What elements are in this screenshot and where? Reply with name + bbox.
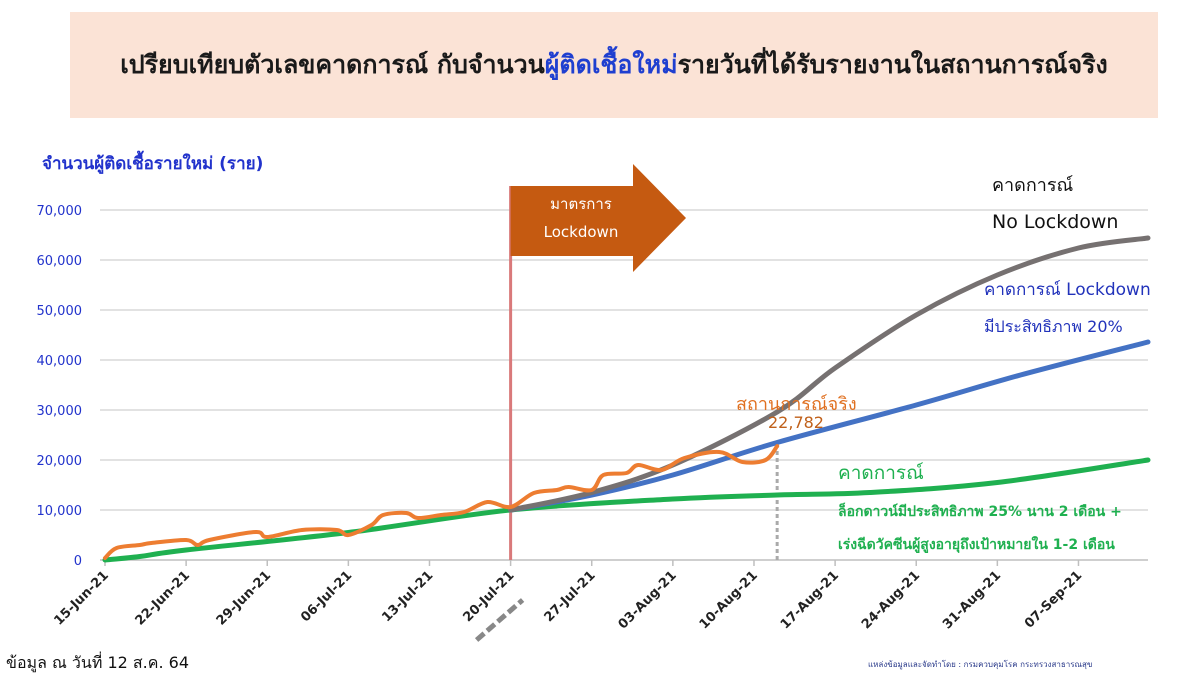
- title-part: เปรียบเทียบตัวเลขคาดการณ์ กับจำนวน: [120, 50, 545, 79]
- lockdown20-label-1: คาดการณ์ Lockdown: [984, 280, 1151, 300]
- lockdown-arrow-line2: Lockdown: [543, 223, 619, 241]
- x-tick-label: 22-Jun-21: [133, 568, 193, 628]
- x-tick-label: 15-Jun-21: [51, 568, 111, 628]
- data-source: แหล่งข้อมูลและจัดทำโดย : กรมควบคุมโรค กร…: [868, 660, 1093, 669]
- lockdown-arrow: [510, 164, 686, 272]
- x-tick-label: 31-Aug-21: [940, 568, 1004, 632]
- y-tick-label: 20,000: [37, 454, 83, 469]
- lockdown-arrow-label: มาตรการ Lockdown: [516, 190, 646, 246]
- x-tick-label: 13-Jul-21: [379, 568, 436, 625]
- x-tick-label: 10-Aug-21: [697, 568, 761, 632]
- y-tick-label: 30,000: [37, 404, 83, 419]
- title-banner: เปรียบเทียบตัวเลขคาดการณ์ กับจำนวนผู้ติด…: [70, 12, 1158, 118]
- lockdown-arrow-line1: มาตรการ: [550, 195, 612, 213]
- y-tick-label: 10,000: [37, 504, 83, 519]
- x-tick-label: 29-Jun-21: [214, 568, 274, 628]
- lockdown25-label-2: ล็อกดาวน์มีประสิทธิภาพ 25% นาน 2 เดือน +: [838, 504, 1122, 520]
- no-lockdown-label-2: No Lockdown: [992, 211, 1119, 233]
- data-as-of: ข้อมูล ณ วันที่ 12 ส.ค. 64: [6, 653, 189, 672]
- x-tick-label: 07-Sep-21: [1022, 568, 1085, 631]
- title-highlight: ผู้ติดเชื้อใหม่: [544, 50, 678, 79]
- series-line-lockdown20: [508, 339, 1151, 513]
- x-tick-label: 20-Jul-21: [460, 568, 517, 625]
- x-tick-label: 03-Aug-21: [616, 568, 680, 632]
- actual-last-value: 22,782: [768, 413, 824, 432]
- lockdown-date-marker: [474, 598, 525, 642]
- x-tick-label: 06-Jul-21: [298, 568, 355, 625]
- y-tick-label: 0: [74, 554, 82, 569]
- lockdown25-label-1: คาดการณ์: [838, 462, 924, 484]
- no-lockdown-label-1: คาดการณ์: [992, 175, 1074, 196]
- x-tick-label: 27-Jul-21: [542, 568, 599, 625]
- series-line-actual: [103, 444, 780, 560]
- title-part: รายวันที่ได้รับรายงานในสถานการณ์จริง: [677, 50, 1108, 79]
- x-tick-label: 24-Aug-21: [859, 568, 923, 632]
- y-tick-label: 60,000: [37, 254, 83, 269]
- y-tick-label: 40,000: [37, 354, 83, 369]
- lockdown20-label-2: มีประสิทธิภาพ 20%: [984, 317, 1123, 336]
- y-tick-label: 70,000: [37, 204, 83, 219]
- x-tick-label: 17-Aug-21: [778, 568, 842, 632]
- page-title: เปรียบเทียบตัวเลขคาดการณ์ กับจำนวนผู้ติด…: [120, 45, 1108, 85]
- lockdown25-label-3: เร่งฉีดวัคซีนผู้สูงอายุถึงเป้าหมายใน 1-2…: [838, 537, 1115, 553]
- y-axis-label: จำนวนผู้ติดเชื้อรายใหม่ (ราย): [42, 154, 264, 174]
- actual-label: สถานการณ์จริง: [736, 394, 857, 415]
- y-tick-label: 50,000: [37, 304, 83, 319]
